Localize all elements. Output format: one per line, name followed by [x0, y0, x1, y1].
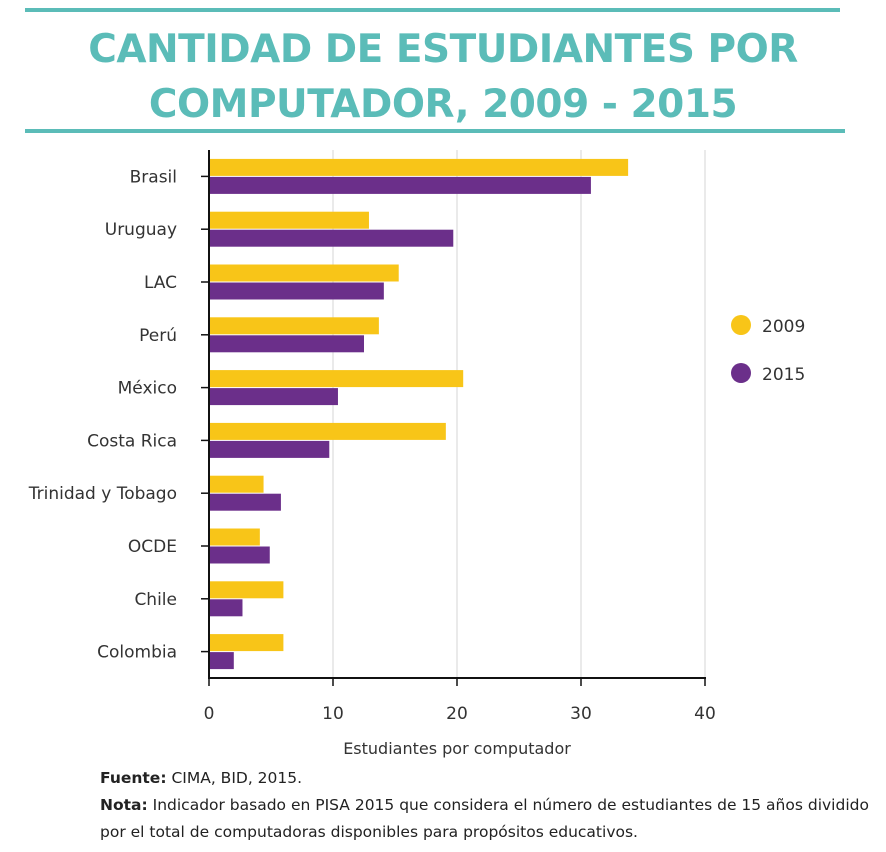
note-text: Indicador basado en PISA 2015 que consid…	[100, 796, 869, 841]
x-tick-label: 10	[322, 704, 344, 724]
category-label: Chile	[134, 590, 177, 610]
legend-swatch-2009	[731, 315, 751, 335]
legend-swatch-2015	[731, 363, 751, 383]
bar-2009-lac	[209, 264, 399, 282]
chart-footer: Fuente: CIMA, BID, 2015. Nota: Indicador…	[100, 765, 880, 846]
bar-2015-costa-rica	[209, 440, 330, 458]
bar-chart: Brasil Uruguay LAC Perú México Costa Rica Trin…	[28, 150, 805, 758]
bar-2009-brasil	[209, 158, 629, 176]
bar-2009-ocde	[209, 528, 260, 546]
x-tick-label: 0	[204, 704, 215, 724]
bar-2009-trinidad-y-tobago	[209, 475, 264, 493]
note-label: Nota:	[100, 796, 148, 814]
bar-2015-méxico	[209, 388, 338, 406]
title-rule-bottom	[25, 129, 845, 133]
bar-2015-brasil	[209, 176, 591, 194]
category-label: Colombia	[97, 643, 177, 663]
bar-2015-chile	[209, 599, 243, 617]
bar-2009-perú	[209, 317, 379, 335]
x-axis-title: Estudiantes por computador	[343, 739, 571, 758]
bar-2015-perú	[209, 335, 364, 353]
category-label: Uruguay	[105, 220, 177, 240]
bar-2015-trinidad-y-tobago	[209, 493, 281, 511]
bar-2009-uruguay	[209, 211, 369, 229]
bar-2015-colombia	[209, 652, 234, 670]
source-line: Fuente: CIMA, BID, 2015.	[100, 765, 880, 792]
chart-title: CANTIDAD DE ESTUDIANTES POR COMPUTADOR, …	[0, 22, 886, 132]
bar-2009-colombia	[209, 634, 284, 652]
bar-2009-chile	[209, 581, 284, 599]
legend-label-2015: 2015	[762, 365, 805, 385]
x-tick-label: 40	[694, 704, 716, 724]
source-label: Fuente:	[100, 769, 167, 787]
category-label: Trinidad y Tobago	[28, 484, 177, 504]
bar-2015-ocde	[209, 546, 270, 564]
category-label: Perú	[139, 326, 177, 346]
bar-2015-uruguay	[209, 229, 454, 247]
title-rule-top	[25, 8, 840, 12]
category-label: Costa Rica	[87, 431, 177, 451]
category-label: México	[118, 379, 177, 399]
note-line: Nota: Indicador basado en PISA 2015 que …	[100, 792, 880, 846]
x-tick-label: 20	[446, 704, 468, 724]
category-label: OCDE	[128, 537, 177, 557]
category-label: Brasil	[130, 167, 177, 187]
legend-label-2009: 2009	[762, 317, 805, 337]
chart-title-line-2: COMPUTADOR, 2009 - 2015	[148, 82, 738, 127]
bar-2009-costa-rica	[209, 422, 446, 440]
category-label: LAC	[144, 273, 177, 293]
x-tick-label: 30	[570, 704, 592, 724]
bar-2009-méxico	[209, 370, 464, 388]
chart-title-line-1: CANTIDAD DE ESTUDIANTES POR	[88, 27, 798, 72]
source-text: CIMA, BID, 2015.	[166, 769, 303, 787]
bar-2015-lac	[209, 282, 384, 300]
